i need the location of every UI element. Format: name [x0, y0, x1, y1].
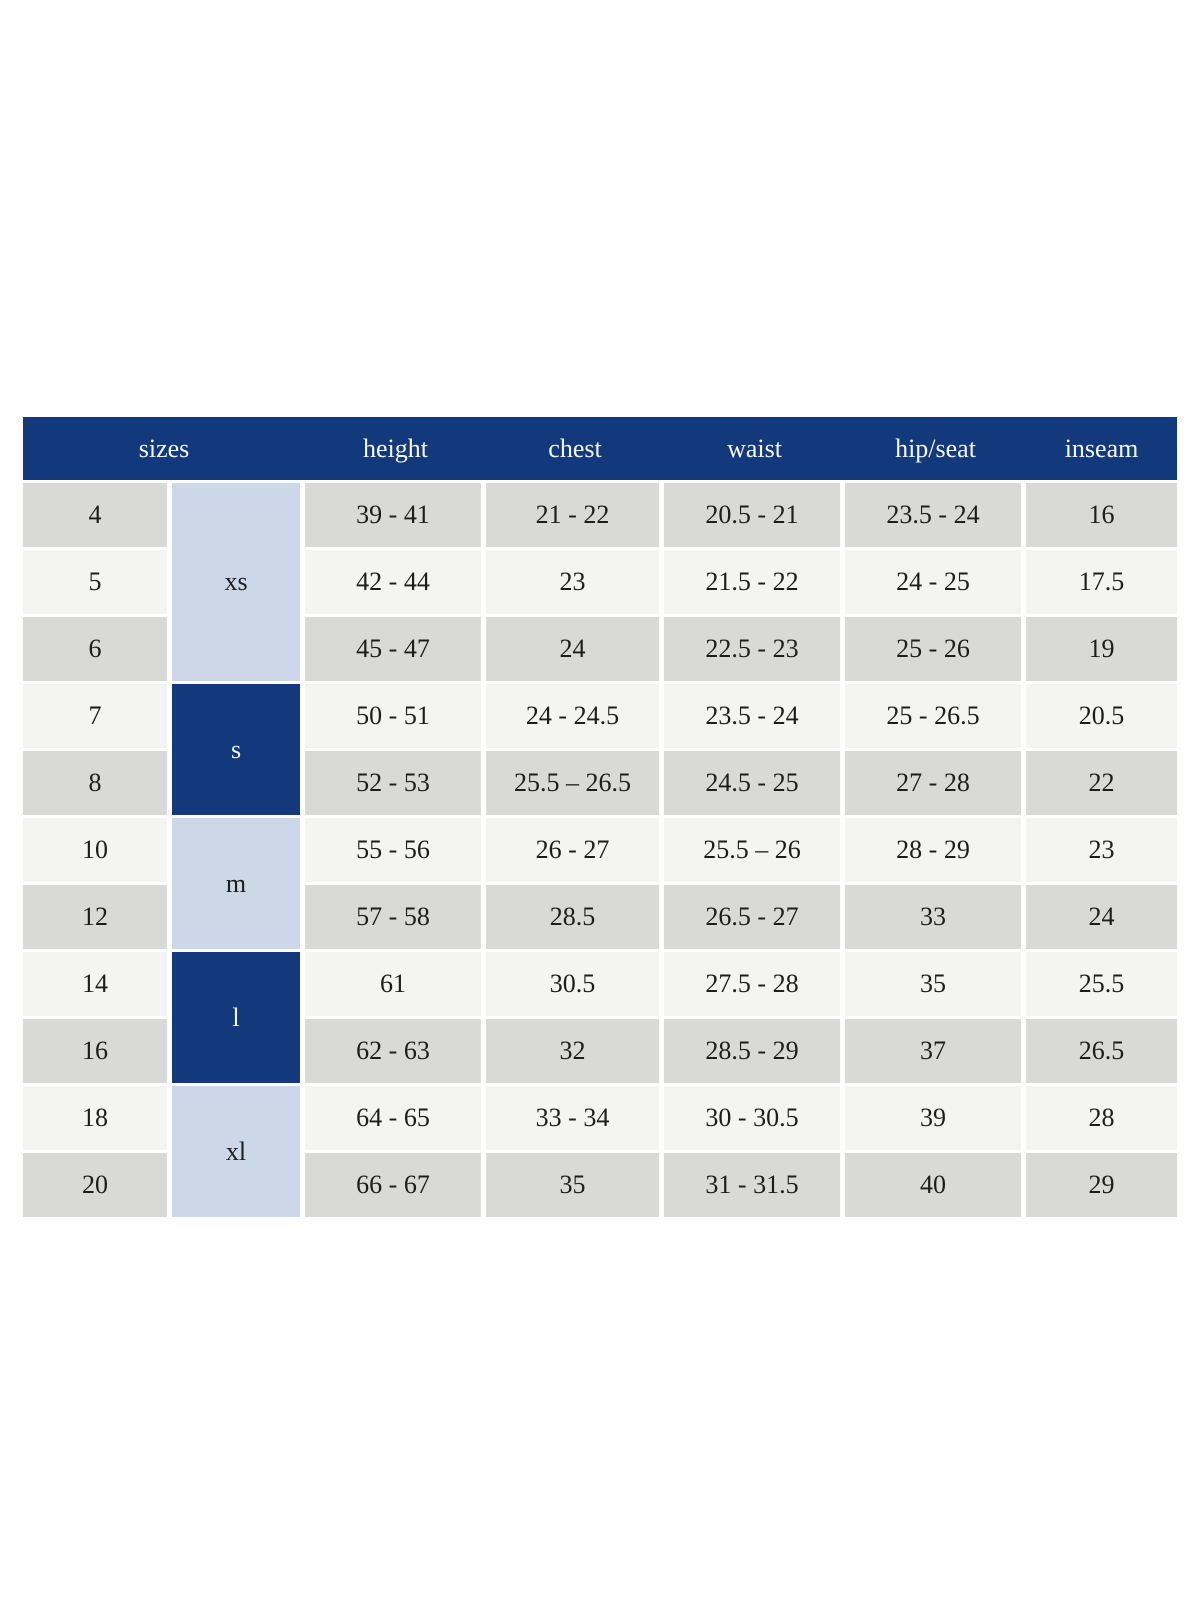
height-cell: 42 - 44 [305, 550, 487, 617]
table-row: 5 42 - 44 23 21.5 - 22 24 - 25 17.5 [23, 550, 1178, 617]
size-group-cell: m [172, 818, 306, 952]
column-header-height: height [305, 417, 487, 483]
inseam-cell: 25.5 [1026, 952, 1178, 1019]
waist-cell: 28.5 - 29 [664, 1019, 846, 1086]
size-number-cell: 12 [23, 885, 172, 952]
column-header-waist: waist [664, 417, 846, 483]
height-cell: 57 - 58 [305, 885, 487, 952]
chest-cell: 35 [486, 1153, 665, 1220]
hip-seat-cell: 25 - 26 [845, 617, 1027, 684]
waist-cell: 22.5 - 23 [664, 617, 846, 684]
hip-seat-cell: 24 - 25 [845, 550, 1027, 617]
size-number-cell: 20 [23, 1153, 172, 1220]
hip-seat-cell: 28 - 29 [845, 818, 1027, 885]
size-group-cell: l [172, 952, 306, 1086]
inseam-cell: 17.5 [1026, 550, 1178, 617]
column-header-hip-seat: hip/seat [845, 417, 1027, 483]
size-number-cell: 18 [23, 1086, 172, 1153]
chest-cell: 33 - 34 [486, 1086, 665, 1153]
table-row: 7 s 50 - 51 24 - 24.5 23.5 - 24 25 - 26.5 20.5 [23, 684, 1178, 818]
height-cell: 45 - 47 [305, 617, 487, 684]
height-cell: 55 - 56 [305, 818, 487, 885]
inseam-cell: 26.5 [1026, 1019, 1178, 1086]
inseam-cell: 19 [1026, 617, 1178, 684]
waist-cell: 31 - 31.5 [664, 1153, 846, 1220]
table-row: 20 66 - 67 35 31 - 31.5 40 29 [23, 1153, 1178, 1220]
hip-seat-cell: 37 [845, 1019, 1027, 1086]
inseam-cell: 16 [1026, 483, 1178, 550]
column-header-inseam: inseam [1026, 417, 1178, 483]
size-number-cell: 10 [23, 818, 172, 885]
chest-cell: 32 [486, 1019, 665, 1086]
chest-cell: 24 - 24.5 [486, 684, 665, 751]
hip-seat-cell: 23.5 - 24 [845, 483, 1027, 550]
hip-seat-cell: 33 [845, 885, 1027, 952]
size-chart: sizes height chest waist hip/seat inseam… [23, 417, 1178, 1220]
inseam-cell: 29 [1026, 1153, 1178, 1220]
size-number-cell: 8 [23, 751, 172, 818]
waist-cell: 25.5 – 26 [664, 818, 846, 885]
size-number-cell: 5 [23, 550, 172, 617]
size-group-cell: xl [172, 1086, 306, 1220]
height-cell: 62 - 63 [305, 1019, 487, 1086]
waist-cell: 30 - 30.5 [664, 1086, 846, 1153]
height-cell: 50 - 51 [305, 684, 487, 751]
column-header-chest: chest [486, 417, 665, 483]
chest-cell: 21 - 22 [486, 483, 665, 550]
height-cell: 66 - 67 [305, 1153, 487, 1220]
height-cell: 64 - 65 [305, 1086, 487, 1153]
waist-cell: 26.5 - 27 [664, 885, 846, 952]
size-number-cell: 6 [23, 617, 172, 684]
hip-seat-cell: 25 - 26.5 [845, 684, 1027, 751]
waist-cell: 27.5 - 28 [664, 952, 846, 1019]
inseam-cell: 28 [1026, 1086, 1178, 1153]
size-chart-table: sizes height chest waist hip/seat inseam… [23, 417, 1178, 1220]
table-row: 16 62 - 63 32 28.5 - 29 37 26.5 [23, 1019, 1178, 1086]
size-chart-body: 4 xs 39 - 41 21 - 22 20.5 - 21 23.5 - 24 16 5 42… [23, 483, 1178, 1220]
height-cell: 61 [305, 952, 487, 1019]
table-row: 10 m 55 - 56 26 - 27 25.5 – 26 28 - 29 23 [23, 818, 1178, 952]
inseam-cell: 23 [1026, 818, 1178, 885]
table-row: 14 l 61 30.5 27.5 - 28 35 25.5 [23, 952, 1178, 1086]
header-row: sizes height chest waist hip/seat inseam [23, 417, 1178, 483]
chest-cell: 30.5 [486, 952, 665, 1019]
chest-cell: 26 - 27 [486, 818, 665, 885]
height-cell: 39 - 41 [305, 483, 487, 550]
hip-seat-cell: 27 - 28 [845, 751, 1027, 818]
table-row: 18 xl 64 - 65 33 - 34 30 - 30.5 39 28 [23, 1086, 1178, 1220]
column-header-sizes: sizes [23, 417, 306, 483]
waist-cell: 23.5 - 24 [664, 684, 846, 751]
chest-cell: 24 [486, 617, 665, 684]
chest-cell: 28.5 [486, 885, 665, 952]
table-row: 8 52 - 53 25.5 – 26.5 24.5 - 25 27 - 28 22 [23, 751, 1178, 818]
table-row: 12 57 - 58 28.5 26.5 - 27 33 24 [23, 885, 1178, 952]
hip-seat-cell: 40 [845, 1153, 1027, 1220]
table-row: 6 45 - 47 24 22.5 - 23 25 - 26 19 [23, 617, 1178, 684]
waist-cell: 24.5 - 25 [664, 751, 846, 818]
size-group-cell: xs [172, 483, 306, 684]
chest-cell: 23 [486, 550, 665, 617]
size-number-cell: 16 [23, 1019, 172, 1086]
size-number-cell: 14 [23, 952, 172, 1019]
table-row: 4 xs 39 - 41 21 - 22 20.5 - 21 23.5 - 24 16 [23, 483, 1178, 684]
size-group-cell: s [172, 684, 306, 818]
waist-cell: 20.5 - 21 [664, 483, 846, 550]
hip-seat-cell: 39 [845, 1086, 1027, 1153]
inseam-cell: 24 [1026, 885, 1178, 952]
waist-cell: 21.5 - 22 [664, 550, 846, 617]
inseam-cell: 20.5 [1026, 684, 1178, 751]
size-number-cell: 7 [23, 684, 172, 751]
chest-cell: 25.5 – 26.5 [486, 751, 665, 818]
hip-seat-cell: 35 [845, 952, 1027, 1019]
height-cell: 52 - 53 [305, 751, 487, 818]
inseam-cell: 22 [1026, 751, 1178, 818]
size-number-cell: 4 [23, 483, 172, 550]
